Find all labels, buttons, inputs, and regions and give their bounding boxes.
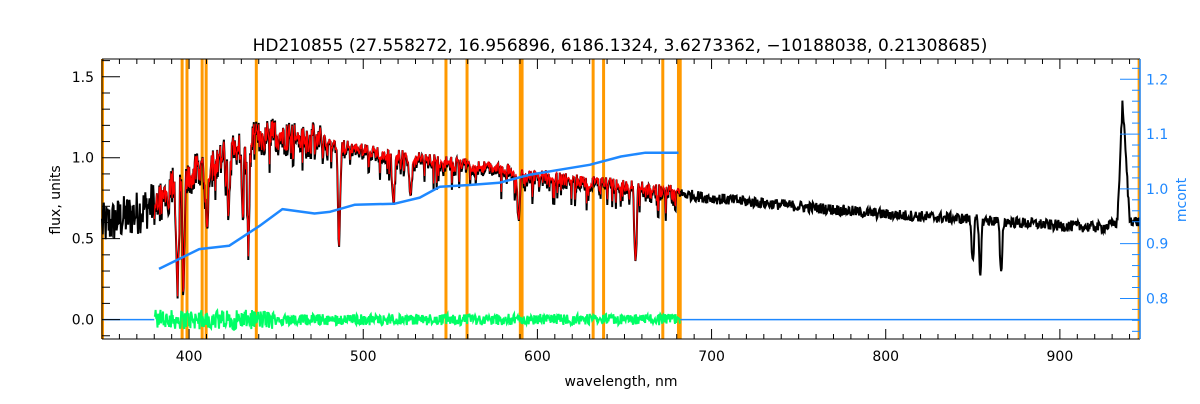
- x-tick-label: 400: [176, 349, 203, 365]
- axes: 400 500 600 700 800 900 0.0 0.5 1.0 1.5 0.8 0.9 1.0 1…: [72, 58, 1168, 365]
- residuals-line: [153, 307, 681, 332]
- series-group: [101, 100, 1141, 332]
- y-tick-label-right: 0.8: [1146, 291, 1168, 307]
- model-fit-line: [153, 120, 681, 297]
- x-axis-label: wavelength, nm: [565, 374, 678, 390]
- y-tick-label-right: 1.2: [1146, 72, 1168, 88]
- y-tick-label: 1.0: [72, 151, 94, 167]
- y-axis-label: flux, units: [48, 165, 64, 234]
- x-tick-label: 500: [350, 349, 377, 365]
- y-tick-label: 0.5: [72, 232, 94, 248]
- x-tick-label: 600: [524, 349, 551, 365]
- mcont-line: [158, 151, 679, 271]
- y-tick-label-right: 1.0: [1146, 182, 1168, 198]
- observed-flux-line: [101, 100, 1141, 299]
- x-tick-label: 900: [1047, 349, 1074, 365]
- y-tick-label-right: 0.9: [1146, 237, 1168, 253]
- chart-title: HD210855 (27.558272, 16.956896, 6186.132…: [253, 36, 988, 56]
- y-tick-label: 1.5: [72, 70, 94, 86]
- x-tick-label: 700: [698, 349, 725, 365]
- x-tick-label: 800: [872, 349, 899, 365]
- y-tick-label-right: 1.1: [1146, 127, 1168, 143]
- y-axis-right-label: mcont: [1174, 177, 1190, 222]
- y-tick-label: 0.0: [72, 313, 94, 329]
